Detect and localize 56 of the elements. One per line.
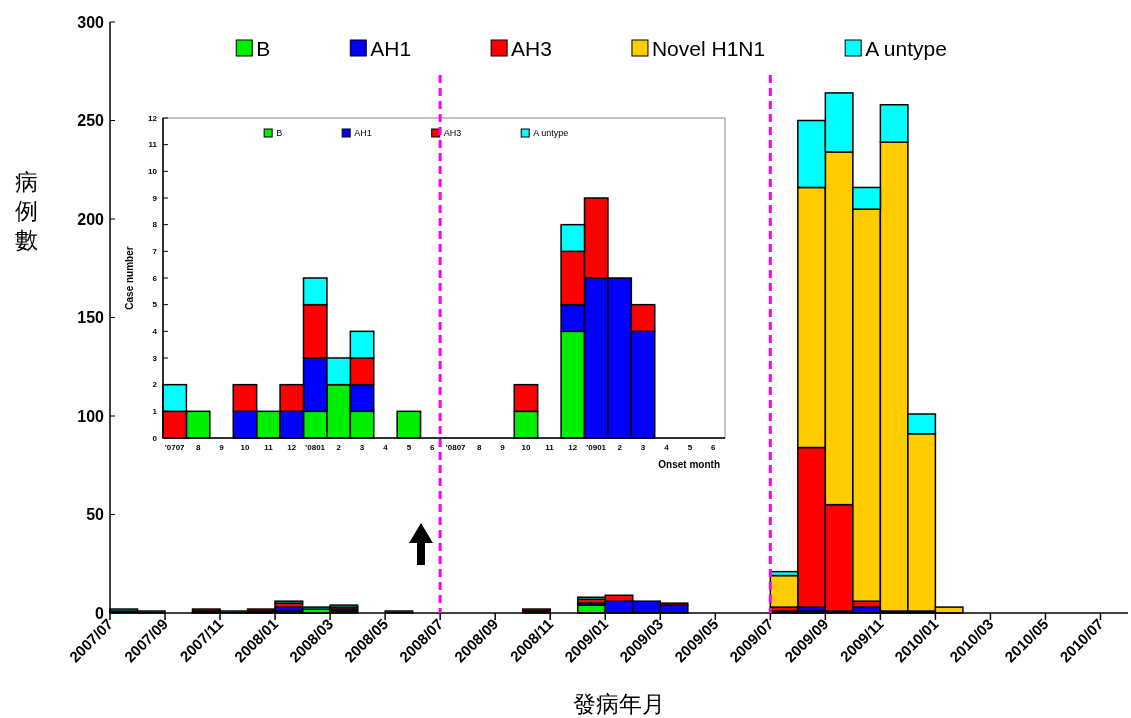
x-tick-label: '0807	[445, 443, 467, 452]
x-tick-label: '0707	[164, 443, 186, 452]
y-tick-label: 9	[152, 193, 158, 203]
legend-label: Novel H1N1	[651, 36, 766, 60]
x-tick-label: 11	[264, 443, 274, 452]
x-axis-title: 發病年月	[573, 691, 665, 717]
y-axis-title: 病例數	[14, 169, 38, 253]
x-tick-label: 12	[287, 443, 297, 452]
x-tick-label: '0801	[305, 443, 326, 452]
x-tick-label: 2	[617, 443, 623, 452]
x-tick-label: 10	[240, 443, 250, 452]
legend-label: AH1	[370, 36, 412, 60]
x-tick-label: 4	[383, 443, 389, 452]
x-tick-label: 6	[430, 443, 436, 452]
y-tick-label: 10	[148, 166, 158, 176]
y-tick-label: 150	[77, 309, 105, 326]
y-tick-label: 5	[152, 300, 158, 310]
y-tick-label: 2	[152, 380, 158, 390]
legend-label: A untype	[865, 36, 947, 60]
x-tick-label: 9	[219, 443, 225, 452]
x-tick-label: 5	[406, 443, 412, 452]
y-tick-label: 1	[152, 406, 158, 416]
x-tick-label: 4	[664, 443, 670, 452]
x-axis-title: Onset month	[658, 459, 720, 470]
x-tick-label: 3	[640, 443, 646, 452]
x-tick-label: 5	[687, 443, 693, 452]
legend-label: AH3	[443, 128, 462, 138]
y-tick-label: 12	[148, 113, 158, 123]
y-axis-title: Case number	[124, 246, 135, 310]
x-tick-label: 8	[476, 443, 482, 452]
legend-label: B	[256, 36, 271, 60]
y-tick-label: 7	[152, 246, 158, 256]
y-tick-label: 200	[77, 210, 105, 228]
y-tick-label: 3	[152, 353, 158, 363]
y-tick-label: 250	[77, 112, 105, 129]
x-tick-label: 3	[359, 443, 365, 452]
x-tick-label: 9	[500, 443, 506, 452]
x-tick-label: '0901	[586, 443, 607, 452]
x-tick-label: 12	[568, 443, 578, 452]
x-tick-label: 6	[711, 443, 717, 452]
y-tick-label: 11	[148, 140, 158, 150]
y-tick-label: 100	[77, 407, 105, 425]
y-tick-label: 50	[86, 506, 105, 523]
legend-label: A untype	[533, 128, 569, 138]
x-tick-label: 8	[195, 443, 201, 452]
y-tick-label: 6	[152, 273, 158, 283]
legend-label: AH1	[354, 128, 372, 138]
x-tick-label: 10	[521, 443, 531, 452]
y-tick-label: 4	[152, 326, 158, 336]
y-tick-label: 300	[77, 13, 105, 31]
y-tick-label: 0	[152, 433, 158, 443]
x-tick-label: 11	[545, 443, 555, 452]
y-tick-label: 8	[152, 220, 158, 230]
legend-label: AH3	[511, 36, 552, 60]
x-tick-label: 2	[336, 443, 342, 452]
legend-label: B	[276, 128, 283, 138]
